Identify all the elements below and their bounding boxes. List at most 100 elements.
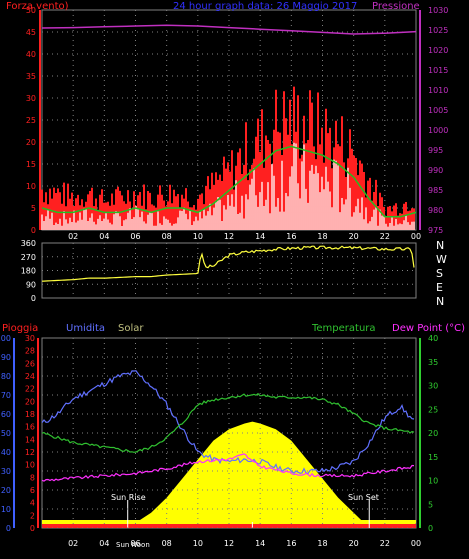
rain-temp-marks [41,370,415,482]
temp-tick-5: 5 [428,500,433,509]
wind-x-ticks: 02 04 06 08 10 12 14 16 18 20 22 00 [68,232,421,241]
chart-title: 24 hour graph data: 26 Maggio 2017 [173,1,357,12]
rain-temp-xtick-12: 12 [224,539,234,548]
sun-set-label: Sun Set [348,493,379,502]
compass-n-4: N [436,295,444,308]
dewpoint-label: Dew Point (°C) [392,323,465,334]
rain-tick-14: 14 [25,435,35,444]
humidity-tick-10: 10 [1,505,11,514]
wind-xtick-04: 04 [99,232,109,241]
temp-tick-25: 25 [428,405,438,414]
wind-tick-20: 20 [26,138,36,147]
wind-tick-10: 10 [26,182,36,191]
temp-tick-35: 35 [428,358,438,367]
rain-tick-28: 28 [25,347,35,356]
direction-marks [41,245,415,282]
rain-temp-xtick-10: 10 [193,539,203,548]
humidity-tick-0: 0 [6,524,11,533]
wind-tick-30: 30 [26,94,36,103]
wind-tick-15: 15 [26,160,36,169]
humidity-tick-50: 50 [1,429,11,438]
rain-temp-xtick-04: 04 [99,539,109,548]
rain-temp-xtick-14: 14 [255,539,265,548]
temp-tick-40: 40 [428,334,438,343]
rain-tick-22: 22 [25,385,35,394]
rain-tick-10: 10 [25,461,35,470]
rain-temp-xtick-20: 20 [349,539,359,548]
humidity-tick-60: 60 [1,410,11,419]
rain-temp-xtick-02: 02 [68,539,78,548]
wind-direction-line [41,245,415,282]
humidity-tick-40: 40 [1,448,11,457]
rain-temp-xtick-22: 22 [380,539,390,548]
wind-tick-0: 0 [31,226,36,235]
pressure-tick-990: 990 [428,166,443,175]
temp-tick-0: 0 [428,524,433,533]
temp-tick-30: 30 [428,382,438,391]
rain-temp-x-ticks: 02 04 06 08 10 12 14 16 18 20 22 00 [68,539,421,548]
wind-xtick-18: 18 [317,232,327,241]
wind-xtick-00: 00 [411,232,421,241]
wind-xtick-08: 08 [162,232,172,241]
wind-tick-25: 25 [26,116,36,125]
pressure-tick-1010: 1010 [428,86,448,95]
direction-tick-180: 180 [21,267,36,276]
wind-average-bars [41,142,415,230]
rain-tick-0: 0 [30,524,35,533]
rain-temp-xtick-00: 00 [411,539,421,548]
direction-tick-270: 270 [21,253,36,262]
wind-label: Forza vento) [6,1,69,12]
wind-tick-40: 40 [26,50,36,59]
wind-xtick-22: 22 [380,232,390,241]
rain-temp-grid [42,337,417,529]
temp-tick-10: 10 [428,477,438,486]
wind-tick-5: 5 [31,204,36,213]
wind-xtick-12: 12 [224,232,234,241]
rain-temp-xtick-06: 06 [130,539,140,548]
humidity-label: Umidita [66,323,105,334]
wind-pressure-grid [42,9,417,231]
wind-xtick-14: 14 [255,232,265,241]
direction-tick-360: 360 [21,239,36,248]
humidity-tick-70: 70 [1,391,11,400]
dewpoint-line [41,453,415,482]
rain-tick-12: 12 [25,448,35,457]
compass-w-1: W [436,253,447,266]
sun-rise-label: Sun Rise [111,493,146,502]
direction-grid [42,242,417,299]
rain-tick-20: 20 [25,397,35,406]
temperature-label: Temperatura [311,323,376,334]
wind-xtick-10: 10 [193,232,203,241]
pressure-tick-1000: 1000 [428,126,448,135]
rain-tick-2: 2 [30,511,35,520]
rain-tick-4: 4 [30,499,35,508]
humidity-tick-80: 80 [1,372,11,381]
rain-temp-xtick-18: 18 [317,539,327,548]
humidity-tick-90: 90 [1,353,11,362]
pressure-tick-1020: 1020 [428,46,448,55]
direction-tick-0: 0 [31,294,36,303]
wind-tick-45: 45 [26,28,36,37]
wind-tick-35: 35 [26,72,36,81]
temp-tick-15: 15 [428,453,438,462]
humidity-tick-20: 20 [1,486,11,495]
rain-tick-16: 16 [25,423,35,432]
pressure-tick-995: 995 [428,146,443,155]
rain-tick-24: 24 [25,372,35,381]
sun-noon-label: Sun Noon [116,541,150,549]
rain-tick-30: 30 [25,334,35,343]
rain-label: Pioggia [2,323,38,334]
pressure-label: Pressione [372,1,420,12]
wind-pressure-marks [41,24,417,230]
rain-tick-8: 8 [30,473,35,482]
rain-tick-18: 18 [25,410,35,419]
rain-temp-axes: 0102030405060708090100024681012141618202… [0,334,438,533]
pressure-tick-1025: 1025 [428,26,448,35]
wind-xtick-16: 16 [286,232,296,241]
wind-axis-ticks: 0 5 10 15 20 25 30 35 40 45 50 [26,6,41,235]
compass-n-0: N [436,239,444,252]
rain-temp-panel: 0102030405060708090100024681012141618202… [0,323,465,549]
